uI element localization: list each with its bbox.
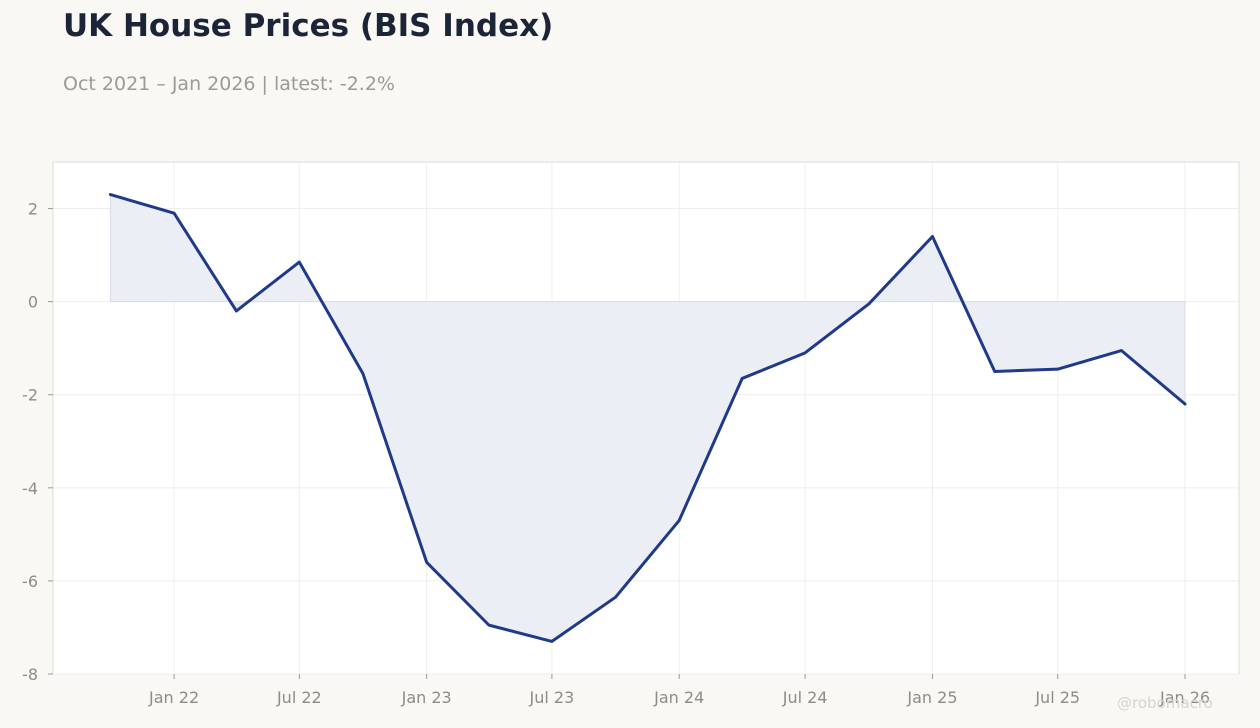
x-tick-label: Jan 23 <box>401 688 452 707</box>
x-tick-label: Jul 24 <box>782 688 828 707</box>
chart-subtitle: Oct 2021 – Jan 2026 | latest: -2.2% <box>63 73 395 95</box>
y-tick-label: -8 <box>22 665 38 684</box>
x-tick-label: Jan 22 <box>148 688 199 707</box>
x-tick-label: Jan 25 <box>906 688 957 707</box>
x-tick-label: Jul 22 <box>276 688 322 707</box>
x-tick-label: Jul 25 <box>1034 688 1080 707</box>
line-layer <box>108 193 1187 643</box>
y-tick-label: 0 <box>28 293 38 312</box>
x-tick-label: Jan 26 <box>1159 688 1210 707</box>
x-axis: Jan 22 Jul 22 Jan 23 Jul 23 Jan 24 Jul 24 Jan … <box>148 674 1210 707</box>
y-tick-label: -6 <box>22 572 38 591</box>
y-tick-label: 2 <box>28 200 38 219</box>
x-tick-label: Jan 24 <box>653 688 704 707</box>
watermark: @robomacro <box>1117 694 1213 712</box>
y-tick-label: -2 <box>22 386 38 405</box>
y-axis: 2 0 -2 -4 -6 -8 <box>22 200 53 684</box>
y-tick-label: -4 <box>22 479 38 498</box>
series-line <box>108 193 1187 643</box>
x-tick-label: Jul 23 <box>529 688 575 707</box>
chart-title: UK House Prices (BIS Index) <box>63 8 554 44</box>
